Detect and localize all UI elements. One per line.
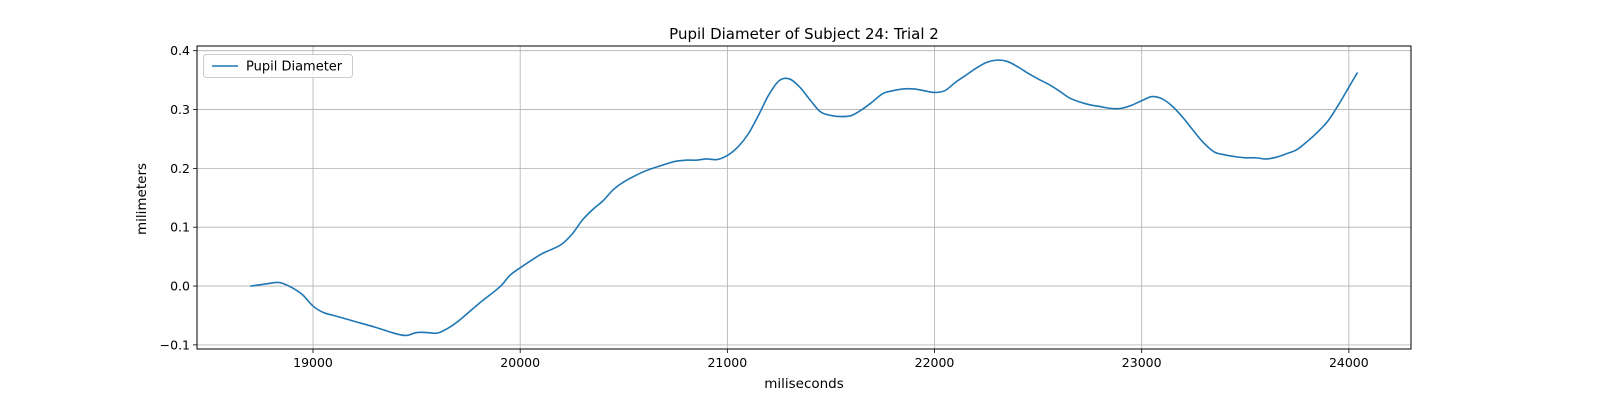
- x-tick-label: 22000: [915, 355, 955, 370]
- y-tick-label: 0.0: [170, 279, 190, 294]
- x-tick-label: 23000: [1122, 355, 1162, 370]
- chart-title: Pupil Diameter of Subject 24: Trial 2: [669, 25, 939, 43]
- legend-label-pupil-diameter: Pupil Diameter: [246, 60, 343, 75]
- x-tick-label: 21000: [707, 355, 747, 370]
- series-line-pupil-diameter: [250, 59, 1358, 337]
- y-tick-label: 0.1: [170, 220, 190, 235]
- y-tick-label: 0.2: [170, 161, 190, 176]
- y-axis-label: milimeters: [134, 163, 150, 235]
- x-tick-label: 19000: [293, 355, 333, 370]
- y-tick-label: −0.1: [160, 337, 190, 352]
- axis-ticks: 19000 20000 21000 22000 23000 24000 −0.1 0.0 0.1…: [160, 43, 1369, 370]
- series-layer: [250, 59, 1358, 337]
- x-tick-label: 20000: [500, 355, 540, 370]
- plot-frame: [196, 45, 1412, 350]
- legend: Pupil Diameter: [203, 54, 353, 78]
- y-tick-label: 0.3: [170, 102, 190, 117]
- x-tick-label: 24000: [1329, 355, 1369, 370]
- x-axis-label: miliseconds: [764, 376, 844, 392]
- legend-box: [203, 54, 353, 78]
- y-tick-label: 0.4: [170, 43, 190, 58]
- grid: [197, 46, 1411, 349]
